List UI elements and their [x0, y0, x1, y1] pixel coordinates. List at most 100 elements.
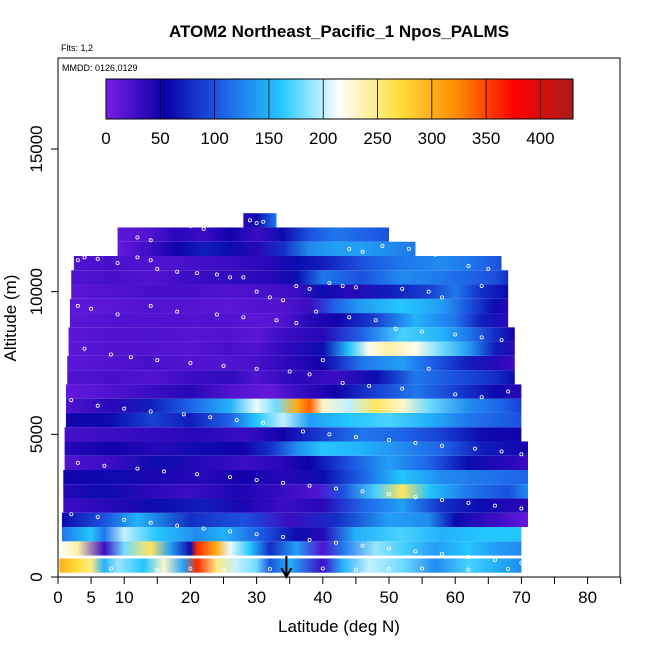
sample-point [479, 395, 484, 400]
sample-point [327, 432, 332, 437]
sample-point [75, 258, 80, 263]
heatmap-row [59, 558, 522, 573]
colorbar: 0 50 100 150 200 250 300 350 400 [101, 78, 574, 148]
sample-point [254, 366, 259, 371]
sample-point [353, 567, 358, 572]
sample-point [327, 281, 332, 286]
plot-frame [57, 57, 621, 578]
sample-point [499, 449, 504, 454]
sample-point [69, 255, 74, 260]
colorbar-tick-label: 0 [101, 129, 110, 148]
sample-point [426, 289, 431, 294]
sample-point [155, 567, 160, 572]
sample-point [373, 318, 378, 323]
heatmap-row [61, 527, 522, 542]
sample-point [82, 255, 87, 260]
sample-point [506, 567, 511, 572]
sample-point [281, 298, 286, 303]
sample-point [406, 246, 411, 251]
x-tick-label: 30 [247, 588, 266, 607]
sample-point [439, 497, 444, 502]
sample-point [413, 440, 418, 445]
heatmap-row [64, 441, 529, 456]
x-tick-label: 60 [446, 588, 465, 607]
sample-point [201, 226, 206, 231]
sample-point [75, 460, 80, 465]
sample-point [208, 415, 213, 420]
sample-point [122, 517, 127, 522]
sample-point [175, 523, 180, 528]
sample-point [221, 363, 226, 368]
sample-point [102, 463, 107, 468]
heatmap-row [117, 241, 416, 256]
sample-point [307, 483, 312, 488]
sample-point [492, 557, 497, 562]
colorbar-tick-label: 100 [200, 129, 228, 148]
sample-point [386, 492, 391, 497]
heatmap-layer [59, 213, 529, 573]
colorbar-tick-label: 50 [151, 129, 170, 148]
sample-point [492, 503, 497, 508]
sample-point [519, 506, 524, 511]
sample-point [95, 515, 100, 520]
sample-point [360, 249, 365, 254]
date-note: MMDD: 0126,0129 [62, 63, 138, 73]
colorbar-tick-label: 400 [526, 129, 554, 148]
sample-point [439, 552, 444, 557]
x-tick-label: 10 [115, 588, 134, 607]
sample-point [473, 446, 478, 451]
sample-point [148, 409, 153, 414]
sample-point [479, 283, 484, 288]
colorbar-tick-label: 350 [472, 129, 500, 148]
sample-point [353, 435, 358, 440]
sample-point [499, 338, 504, 343]
sample-point [254, 477, 259, 482]
sample-point [439, 443, 444, 448]
x-tick-label: 50 [380, 588, 399, 607]
sample-point [135, 255, 140, 260]
heatmap-row [67, 370, 515, 385]
heatmap-row [68, 341, 515, 356]
heatmap-row [61, 512, 529, 528]
sample-point [228, 275, 233, 280]
sample-point [155, 266, 160, 271]
sample-point [69, 512, 74, 517]
sample-point [267, 295, 272, 300]
sample-point [195, 472, 200, 477]
sample-point [247, 218, 252, 223]
sample-point [307, 372, 312, 377]
chart-title: ATOM2 Northeast_Pacific_1 Npos_PALMS [169, 22, 509, 41]
sample-point [466, 567, 471, 572]
sample-point [506, 389, 511, 394]
sample-point [175, 309, 180, 314]
heatmap-row [64, 427, 522, 442]
sample-point [320, 566, 325, 571]
x-tick-label: 20 [181, 588, 200, 607]
y-axis: 0 5000 10000 15000 [27, 125, 58, 582]
sample-point [519, 452, 524, 457]
heatmap-row [117, 227, 389, 242]
sample-point [340, 283, 345, 288]
sample-point [386, 438, 391, 443]
sample-point [400, 286, 405, 291]
sample-point [453, 392, 458, 397]
colorbar-tick-label: 150 [255, 129, 283, 148]
sample-point [360, 489, 365, 494]
sample-point [148, 258, 153, 263]
sample-point [393, 326, 398, 331]
sample-point [320, 358, 325, 363]
sample-point [340, 380, 345, 385]
sample-point [466, 500, 471, 505]
sample-point [307, 537, 312, 542]
sample-point [307, 286, 312, 291]
sample-point [122, 406, 127, 411]
sample-point [228, 475, 233, 480]
sample-point [181, 412, 186, 417]
sample-point [108, 352, 113, 357]
colorbar-gradient [105, 78, 574, 120]
sample-point [453, 332, 458, 337]
sample-point [314, 309, 319, 314]
heatmap-row [71, 284, 509, 299]
sample-point [486, 266, 491, 271]
sample-point [175, 269, 180, 274]
